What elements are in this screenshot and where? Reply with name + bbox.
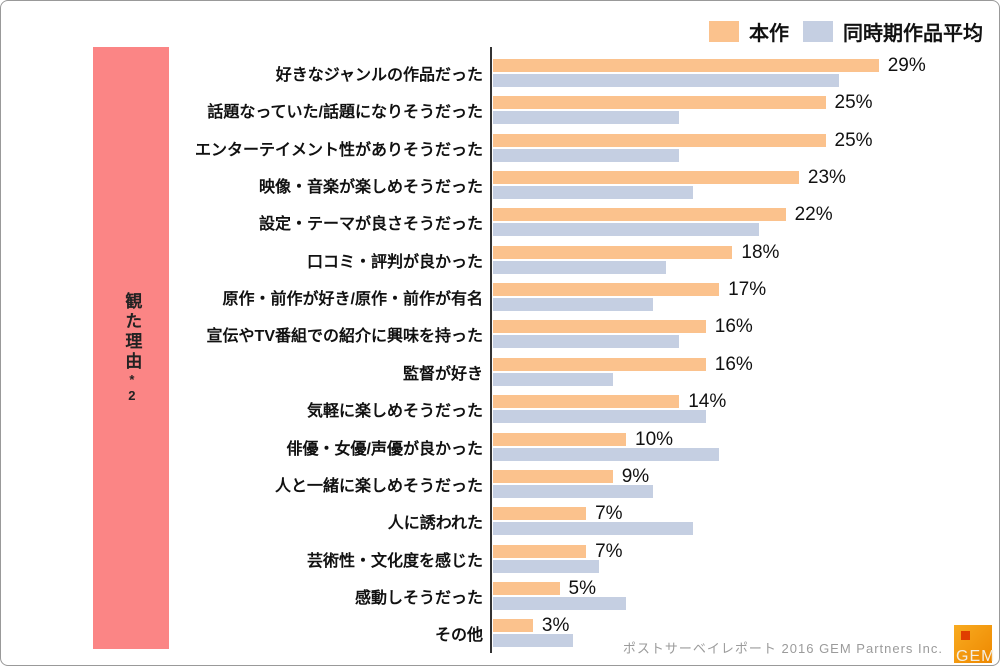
bar-average	[493, 111, 680, 125]
value-label: 3%	[541, 615, 570, 637]
category-label: 話題なっていた/話題になりそうだった	[207, 104, 483, 122]
bar-honsaku	[493, 395, 680, 409]
bar-honsaku	[493, 59, 879, 72]
legend-label-honsaku: 本作	[749, 23, 789, 45]
legend-swatch-average	[803, 21, 833, 42]
legend-swatch-honsaku	[709, 21, 739, 42]
bar-average	[493, 634, 573, 648]
y-axis-line	[490, 47, 492, 653]
bar-honsaku	[493, 544, 587, 558]
bar-average	[493, 298, 653, 312]
value-label: 7%	[595, 540, 623, 562]
value-label: 25%	[834, 129, 873, 151]
category-label: 宣伝やTV番組での紹介に興味を持った	[206, 328, 483, 346]
row-group-footnote: *2	[124, 372, 140, 404]
category-label: 感動しそうだった	[354, 589, 483, 607]
bar-average	[493, 260, 666, 274]
bar-honsaku	[493, 171, 799, 185]
bar-honsaku	[493, 133, 826, 147]
bar-average	[493, 148, 680, 162]
bar-average	[493, 74, 839, 87]
category-label: 口コミ・評判が良かった	[306, 253, 483, 271]
category-label: 監督が好き	[402, 365, 483, 383]
category-label: その他	[434, 627, 483, 645]
category-label: 映像・音楽が楽しめそうだった	[258, 179, 483, 197]
value-label: 9%	[621, 465, 650, 487]
bar-honsaku	[493, 96, 826, 110]
value-label: 17%	[728, 279, 767, 301]
source-credit: ポストサーベイレポート 2016 GEM Partners Inc.	[622, 641, 943, 656]
value-label: 18%	[741, 241, 780, 263]
bar-honsaku	[493, 581, 560, 595]
value-label: 22%	[794, 204, 833, 226]
bar-average	[493, 484, 653, 498]
row-group-band: 観た理由*2	[93, 47, 169, 649]
bar-honsaku	[493, 283, 720, 297]
bar-honsaku	[493, 469, 613, 483]
value-label: 23%	[807, 167, 846, 189]
value-label: 25%	[834, 92, 873, 114]
bar-honsaku	[493, 432, 626, 446]
category-label: 芸術性・文化度を感じた	[306, 552, 483, 570]
value-label: 7%	[595, 503, 623, 525]
bar-average	[493, 186, 693, 200]
value-label: 16%	[714, 353, 753, 375]
row-group-label: 観た理由*2	[122, 292, 142, 404]
category-label: 人と一緒に楽しめそうだった	[274, 477, 483, 495]
category-label: 俳優・女優/声優が良かった	[286, 440, 483, 458]
value-label: 10%	[635, 428, 674, 450]
category-label: 好きなジャンルの作品だった	[275, 67, 483, 84]
legend-item-honsaku: 本作	[709, 17, 789, 46]
value-label: 5%	[568, 577, 596, 599]
bar-average	[493, 335, 680, 349]
bar-honsaku	[493, 507, 587, 521]
category-label: エンターテイメント性がありそうだった	[194, 141, 483, 159]
category-label: 人に誘われた	[387, 515, 483, 533]
bar-average	[493, 559, 600, 573]
gem-logo: GEM	[954, 625, 996, 665]
legend-item-average: 同時期作品平均	[803, 17, 983, 46]
category-label: 設定・テーマが良さそうだった	[258, 216, 483, 234]
value-label: 16%	[714, 316, 753, 338]
bar-honsaku	[493, 320, 706, 334]
bar-honsaku	[493, 208, 786, 222]
category-label: 気軽に楽しめそうだった	[306, 403, 483, 421]
gem-logo-red-square-icon	[961, 631, 970, 640]
value-label: 14%	[688, 391, 727, 413]
gem-logo-text: GEM	[956, 648, 996, 665]
bar-honsaku	[493, 619, 533, 633]
bar-average	[493, 372, 613, 386]
bar-average	[493, 596, 626, 610]
bar-honsaku	[493, 245, 733, 259]
bar-average	[493, 522, 693, 536]
value-label: 29%	[887, 55, 926, 76]
category-label: 原作・前作が好き/原作・前作が有名	[222, 291, 483, 309]
legend-label-average: 同時期作品平均	[843, 23, 983, 45]
bar-average	[493, 410, 706, 424]
legend: 本作 同時期作品平均	[709, 17, 983, 46]
bar-average	[493, 447, 720, 461]
bar-average	[493, 223, 759, 237]
bar-honsaku	[493, 357, 706, 371]
